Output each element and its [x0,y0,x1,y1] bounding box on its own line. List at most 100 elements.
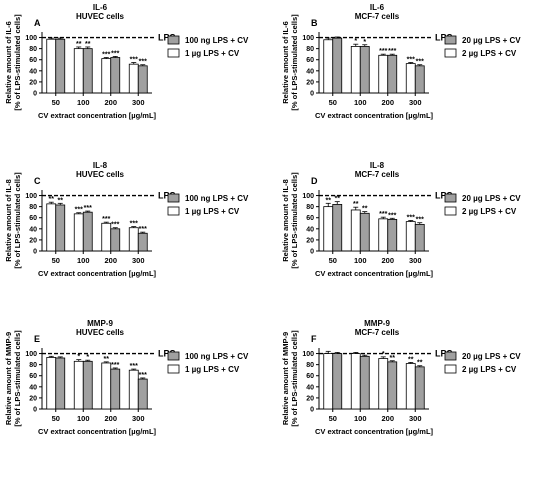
reference-label: LPS [158,191,176,201]
bar [82,211,93,252]
legend-label: 100 ng LPS + CV [185,352,249,361]
x-axis-label: CV extract concentration [µg/mL] [315,111,434,120]
x-tick-label: 50 [329,414,337,423]
bar [101,58,112,94]
bar [101,362,112,410]
y-tick-label: 40 [29,68,37,75]
legend-swatch [444,206,457,216]
x-tick-label: 100 [354,256,367,265]
significance-label: ** [85,41,91,48]
bar [73,213,84,252]
significance-label: *** [407,57,415,64]
bar [110,368,121,410]
y-axis-label: Relative amount of MMP-9 [4,332,13,425]
x-axis-label: CV extract concentration [µg/mL] [315,269,434,278]
legend-swatch [444,193,457,203]
y-tick-label: 20 [29,395,37,402]
y-axis-label: [% of LPS-stimulated cells] [290,172,299,269]
legend-label: 100 ng LPS + CV [185,36,249,45]
significance-label: *** [102,216,110,223]
legend-swatch [167,48,180,58]
x-tick-label: 300 [409,256,422,265]
legend-swatch [167,206,180,216]
significance-label: ** [49,196,55,203]
bar [332,37,343,94]
y-tick-label: 0 [33,249,37,256]
bar [405,221,416,252]
y-tick-label: 0 [310,91,314,98]
y-tick-label: 40 [29,226,37,233]
bar [128,369,139,410]
bar [387,218,398,252]
significance-label: *** [111,222,119,229]
y-tick-label: 0 [33,91,37,98]
bar [110,57,121,94]
bar [387,361,398,410]
bar [323,206,334,252]
y-axis-label: [% of LPS-stimulated cells] [13,172,22,269]
significance-label: *** [102,52,110,59]
y-tick-label: 80 [29,362,37,369]
legend-label: 2 µg LPS + CV [462,207,517,216]
significance-label: *** [416,217,424,224]
y-tick-label: 40 [306,226,314,233]
legend-swatch [167,193,180,203]
legend-label: 20 µg LPS + CV [462,352,521,361]
y-tick-label: 100 [302,193,314,200]
panel-letter: A [34,18,41,28]
reference-label: LPS [435,33,453,43]
legend-swatch [444,48,457,58]
significance-label: *** [407,215,415,222]
x-tick-label: 50 [52,256,60,265]
bar [359,355,370,410]
x-tick-label: 50 [329,98,337,107]
significance-label: *** [416,59,424,66]
panel-letter: E [34,334,40,344]
bar [101,222,112,252]
x-tick-label: 100 [77,414,90,423]
bar [332,204,343,252]
bar [55,38,66,94]
reference-label: LPS [158,349,176,359]
y-tick-label: 20 [29,237,37,244]
bar [405,363,416,410]
legend-label: 1 µg LPS + CV [185,49,240,58]
y-tick-label: 0 [310,249,314,256]
legend-swatch [167,35,180,45]
panel-title: IL-8 [93,161,108,170]
y-tick-label: 100 [25,35,37,42]
y-tick-label: 60 [29,373,37,380]
panel-title: MMP-9 [364,319,390,328]
bar [137,378,148,410]
bar [414,366,425,410]
significance-label: *** [139,59,147,66]
bar [414,223,425,252]
bar [350,353,361,410]
bar [405,63,416,94]
bar [378,54,389,94]
bar [128,63,139,94]
x-tick-label: 100 [354,414,367,423]
bar [414,65,425,94]
legend-label: 1 µg LPS + CV [185,207,240,216]
bar [46,357,57,410]
x-tick-label: 300 [132,414,145,423]
y-axis-label: Relative amount of IL-6 [4,21,13,104]
x-tick-label: 100 [77,256,90,265]
legend-label: 100 ng LPS + CV [185,194,249,203]
x-tick-label: 50 [52,414,60,423]
significance-label: *** [379,48,387,55]
bar [378,218,389,252]
x-tick-label: 200 [104,256,117,265]
significance-label: *** [75,207,83,214]
significance-label: ** [417,360,423,367]
panel-title: IL-6 [93,3,108,12]
bar [46,203,57,252]
bar [55,357,66,410]
legend-label: 20 µg LPS + CV [462,36,521,45]
y-axis-label: Relative amount of IL-6 [281,21,290,104]
